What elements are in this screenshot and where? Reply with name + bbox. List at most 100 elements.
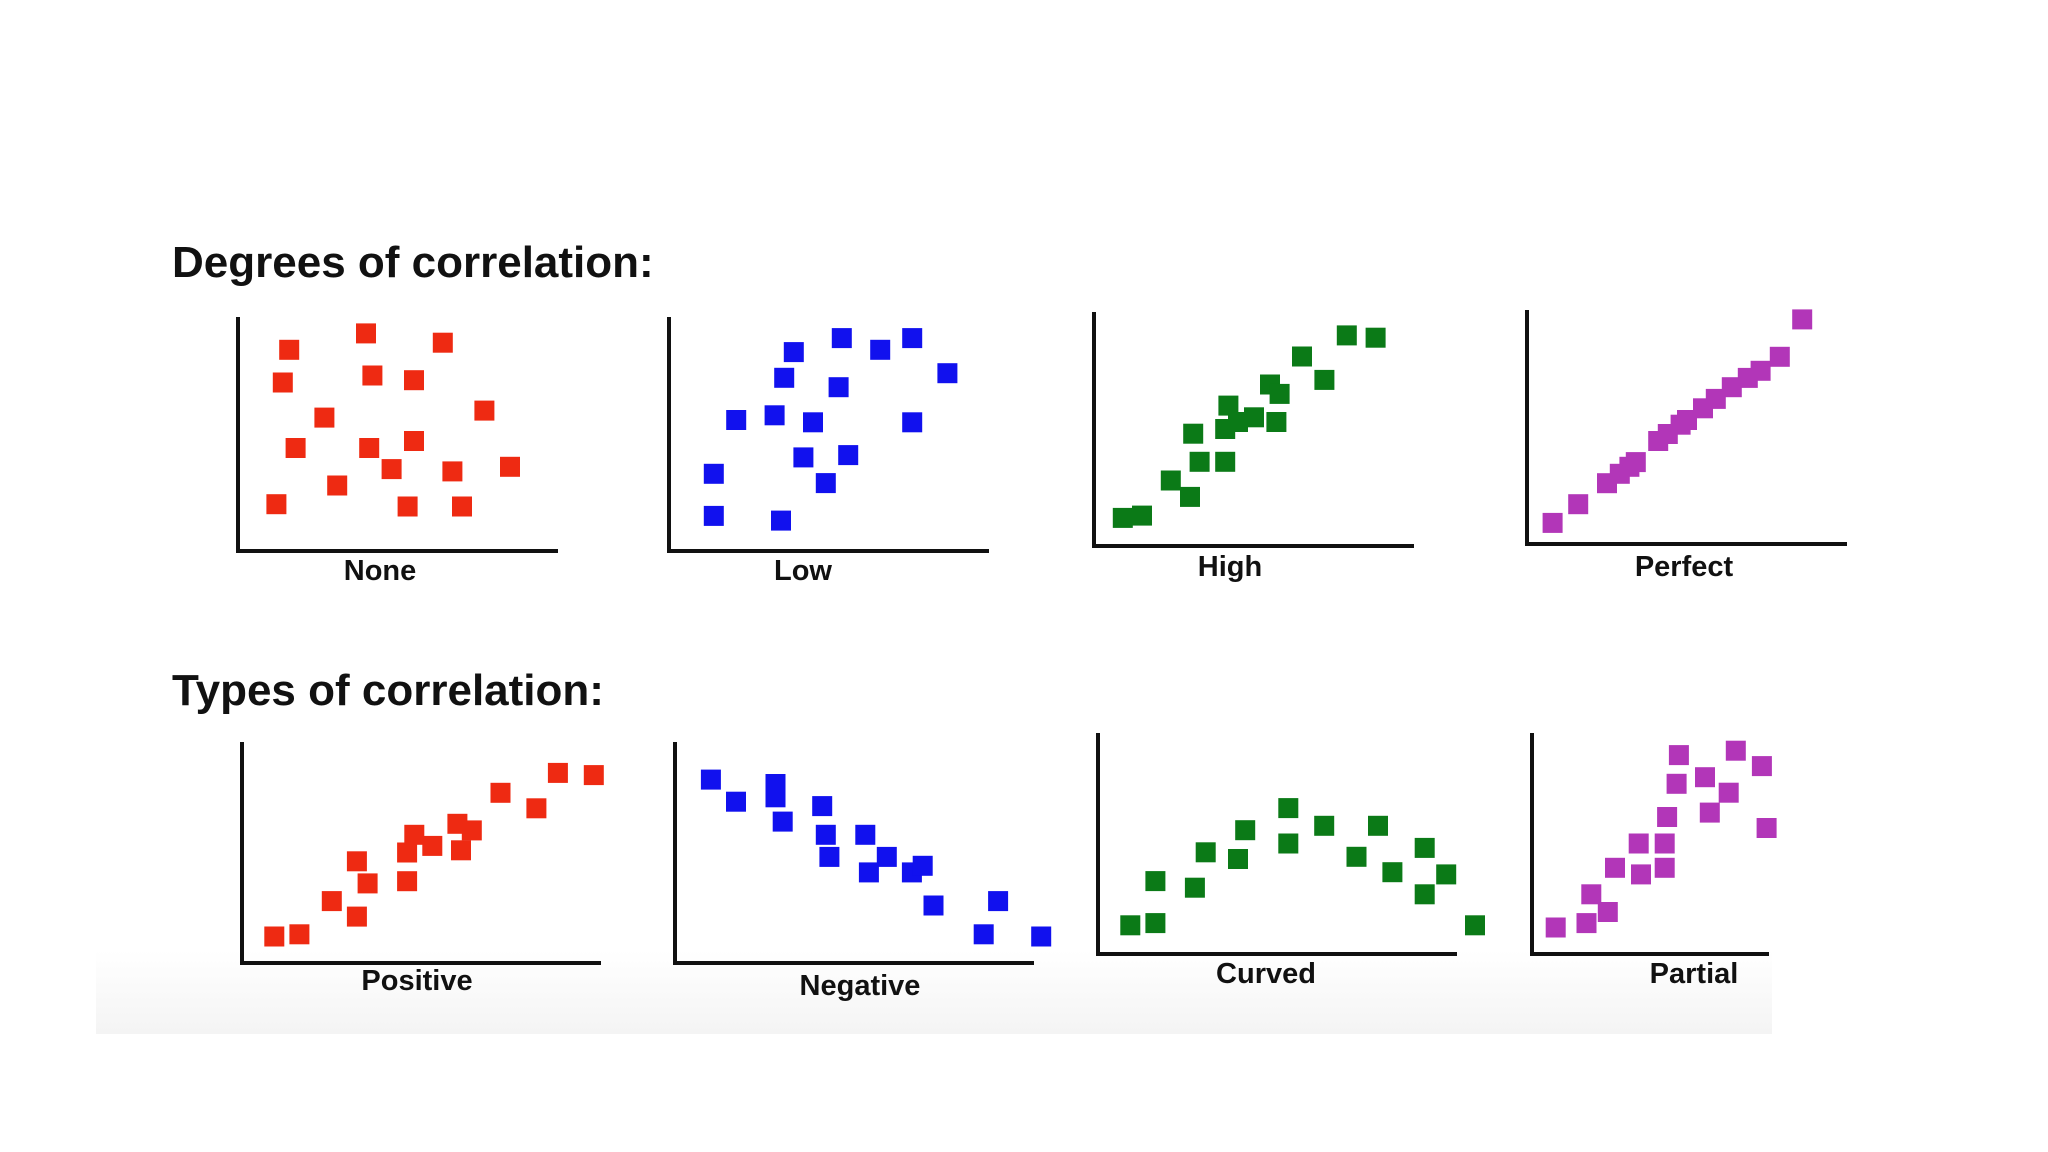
data-point (346, 906, 367, 927)
data-point (1631, 864, 1651, 885)
data-point (321, 891, 342, 912)
data-point (1750, 360, 1771, 381)
data-point (432, 332, 453, 353)
data-point (1436, 864, 1457, 885)
data-point (1576, 913, 1597, 934)
data-point (314, 407, 335, 428)
data-point (973, 924, 994, 945)
data-point (1278, 833, 1299, 854)
data-point (359, 438, 380, 458)
data-point (937, 363, 958, 384)
data-point (1336, 325, 1357, 346)
x-axis-label: Perfect (1635, 551, 1734, 583)
data-point (772, 811, 793, 832)
data-point (357, 873, 378, 894)
data-point (1751, 756, 1772, 777)
scatter-plot-curved: Curved (1096, 733, 1485, 990)
data-point (404, 824, 425, 845)
data-point (452, 496, 472, 517)
data-point (285, 438, 306, 458)
data-point (726, 410, 747, 430)
data-point (1314, 815, 1335, 836)
data-point (1183, 423, 1204, 444)
data-point (272, 372, 293, 393)
data-point (902, 328, 923, 349)
data-point (1605, 857, 1625, 878)
data-point (1597, 902, 1618, 922)
data-point (1756, 818, 1777, 838)
data-point (490, 782, 511, 803)
data-point (1654, 857, 1675, 878)
data-point (1180, 486, 1200, 507)
data-point (1465, 915, 1485, 936)
data-point (855, 824, 876, 845)
data-point (803, 412, 823, 433)
data-point (876, 846, 897, 867)
data-point (902, 412, 923, 433)
data-point (858, 862, 879, 883)
data-point (703, 505, 724, 526)
data-point (923, 895, 944, 916)
data-point (1657, 807, 1678, 827)
data-point (1414, 837, 1435, 858)
data-point (1120, 915, 1141, 936)
data-point (474, 400, 495, 421)
data-point (1668, 745, 1689, 766)
data-point (815, 824, 836, 845)
data-point (1112, 507, 1133, 528)
data-point (547, 762, 568, 783)
data-point (397, 842, 418, 863)
data-point (1792, 309, 1813, 330)
data-point (264, 926, 285, 947)
data-point (870, 339, 891, 360)
data-point (771, 510, 791, 531)
data-point (461, 820, 482, 841)
x-axis-label: None (344, 555, 417, 587)
data-point (1368, 815, 1388, 836)
scatter-plot-perfect: Perfect (1525, 309, 1847, 583)
data-point (1228, 412, 1248, 432)
data-point (422, 835, 443, 856)
data-point (1545, 917, 1566, 938)
data-point (1292, 346, 1312, 367)
scatter-plot-low: Low (667, 317, 989, 587)
scatter-plot-high: High (1092, 312, 1414, 583)
data-point (1244, 407, 1264, 428)
data-point (1705, 388, 1726, 409)
data-point (1542, 512, 1563, 533)
data-point (726, 791, 746, 812)
data-point (1195, 842, 1216, 863)
scatter-plot-none: None (236, 317, 558, 587)
scatter-plot-positive: Positive (240, 742, 604, 997)
data-point (831, 328, 852, 349)
data-point (828, 377, 849, 398)
data-point (526, 798, 547, 819)
data-point (397, 871, 418, 892)
data-point (774, 367, 795, 388)
scatter-plot-negative: Negative (673, 742, 1052, 1002)
data-point (1266, 412, 1287, 432)
data-point (783, 342, 804, 363)
data-point (1725, 740, 1746, 761)
x-axis-label: Curved (1216, 958, 1316, 990)
data-point (346, 851, 367, 872)
data-point (442, 461, 463, 482)
data-point (1031, 926, 1052, 947)
degrees-of-correlation-title: Degrees of correlation: (172, 238, 654, 287)
data-point (381, 459, 402, 480)
data-point (1269, 383, 1290, 404)
data-point (815, 473, 836, 494)
data-point (1215, 451, 1236, 472)
data-point (1228, 849, 1248, 869)
data-point (812, 796, 833, 817)
scatter-plot-partial: Partial (1530, 733, 1777, 990)
data-point (451, 840, 471, 861)
data-point (1382, 862, 1403, 883)
data-point (404, 431, 424, 451)
data-point (362, 365, 383, 386)
data-point (1654, 833, 1675, 854)
data-point (1145, 913, 1166, 934)
data-point (1721, 377, 1742, 398)
